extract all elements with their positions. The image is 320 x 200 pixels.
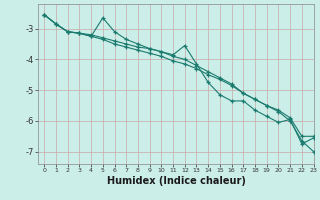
X-axis label: Humidex (Indice chaleur): Humidex (Indice chaleur) bbox=[107, 176, 245, 186]
